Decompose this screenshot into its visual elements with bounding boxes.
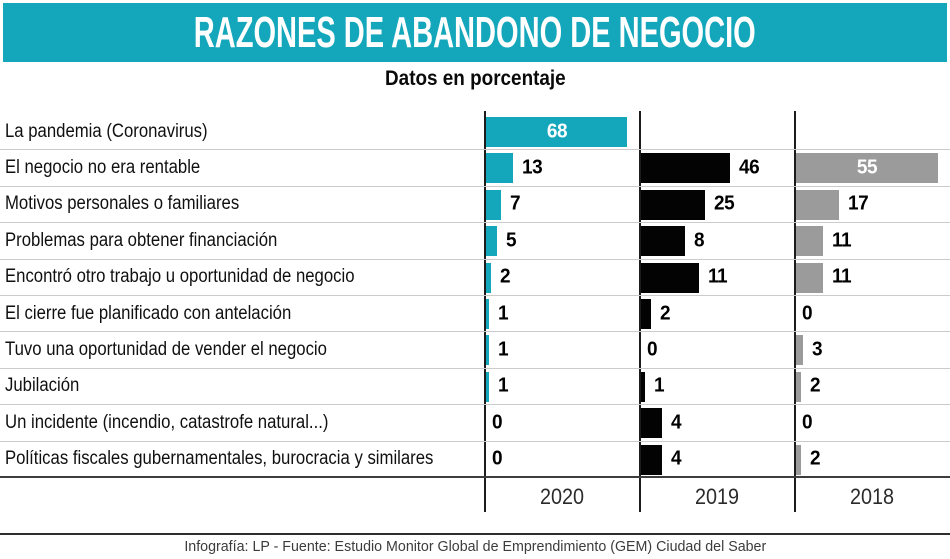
value-label-2018: 2 bbox=[810, 447, 821, 470]
value-label-2020: 5 bbox=[506, 229, 517, 252]
category-label: El cierre fue planificado con antelación bbox=[5, 303, 330, 325]
chart-row: La pandemia (Coronavirus) 68 bbox=[0, 114, 950, 151]
value-label-2020: 68 bbox=[546, 120, 567, 143]
value-label-2020: 0 bbox=[492, 447, 503, 470]
bar-2020 bbox=[486, 226, 497, 257]
axis-line-2018 bbox=[794, 111, 796, 512]
chart-row: Encontró otro trabajo u oportunidad de n… bbox=[0, 260, 950, 296]
value-label-2020: 1 bbox=[498, 302, 509, 325]
bar-2018 bbox=[796, 262, 823, 293]
category-label: Jubilación bbox=[5, 375, 90, 397]
bar-2020 bbox=[486, 335, 489, 366]
axis-line-2019 bbox=[639, 111, 641, 512]
value-label-2020: 1 bbox=[498, 374, 509, 397]
value-label-2019: 11 bbox=[708, 265, 728, 288]
chart-row: Políticas fiscales gubernamentales, buro… bbox=[0, 442, 950, 478]
category-label-text: El negocio no era rentable bbox=[5, 157, 201, 179]
bar-2020 bbox=[486, 117, 627, 147]
category-label: Un incidente (incendio, catastrofe natur… bbox=[5, 412, 373, 434]
category-label: La pandemia (Coronavirus) bbox=[5, 121, 235, 143]
bar-2020 bbox=[486, 153, 513, 184]
year-label-2018: 2018 bbox=[849, 484, 895, 509]
category-label: El negocio no era rentable bbox=[5, 157, 227, 179]
bar-2019 bbox=[641, 444, 662, 475]
value-label-2019: 4 bbox=[671, 411, 682, 434]
bar-2020 bbox=[486, 189, 501, 220]
bar-2019 bbox=[641, 298, 651, 329]
bar-2019 bbox=[641, 226, 685, 257]
value-label-2019: 8 bbox=[694, 229, 705, 252]
bar-chart: La pandemia (Coronavirus) 68 El negocio no… bbox=[0, 111, 950, 512]
bar-2019 bbox=[641, 189, 705, 220]
category-label: Motivos personales o familiares bbox=[5, 193, 271, 215]
footer: Infografía: LP - Fuente: Estudio Monitor… bbox=[0, 538, 950, 556]
bar-2020 bbox=[486, 262, 491, 293]
value-label-2019: 2 bbox=[660, 302, 671, 325]
footer-divider bbox=[0, 533, 950, 535]
chart-row: Un incidente (incendio, catastrofe natur… bbox=[0, 405, 950, 442]
category-label-text: Problemas para obtener financiación bbox=[5, 229, 278, 251]
category-label-text: La pandemia (Coronavirus) bbox=[5, 120, 208, 142]
bar-2019 bbox=[641, 371, 645, 402]
bar-2019 bbox=[641, 153, 730, 184]
bar-2018 bbox=[796, 153, 938, 184]
header-bar: RAZONES DE ABANDONO DE NEGOCIO bbox=[3, 3, 947, 62]
bar-2018 bbox=[796, 444, 801, 475]
bar-2019 bbox=[641, 262, 699, 293]
bar-2020 bbox=[486, 298, 489, 329]
category-label-text: Políticas fiscales gubernamentales, buro… bbox=[5, 447, 434, 469]
year-label-2019: 2019 bbox=[694, 484, 739, 509]
value-label-2020: 7 bbox=[510, 192, 521, 215]
value-label-2018: 55 bbox=[856, 156, 878, 179]
value-label-2019: 4 bbox=[671, 447, 682, 470]
value-label-2020: 1 bbox=[498, 338, 509, 361]
value-label-2020: 13 bbox=[522, 156, 543, 179]
value-label-2018: 0 bbox=[802, 411, 813, 434]
bar-2018 bbox=[796, 226, 823, 257]
value-label-2018: 2 bbox=[810, 374, 821, 397]
category-label: Problemas para obtener financiación bbox=[5, 230, 314, 252]
chart-row: Tuvo una oportunidad de vender el negoci… bbox=[0, 332, 950, 369]
value-label-2018: 11 bbox=[832, 265, 852, 288]
source-credit: Infografía: LP - Fuente: Estudio Monitor… bbox=[184, 538, 766, 555]
category-label-text: Encontró otro trabajo u oportunidad de n… bbox=[5, 266, 355, 288]
chart-row: El cierre fue planificado con antelación… bbox=[0, 296, 950, 333]
chart-rows: La pandemia (Coronavirus) 68 El negocio no… bbox=[0, 114, 950, 478]
value-label-2020: 2 bbox=[500, 265, 511, 288]
chart-row: El negocio no era rentable 13 46 55 bbox=[0, 150, 950, 187]
category-label-text: Jubilación bbox=[5, 375, 80, 397]
value-label-2019: 1 bbox=[654, 374, 665, 397]
chart-row: Problemas para obtener financiación 5 8 11 bbox=[0, 223, 950, 260]
bar-2020 bbox=[486, 371, 489, 402]
page-title: RAZONES DE ABANDONO DE NEGOCIO bbox=[193, 7, 757, 57]
category-label: Encontró otro trabajo u oportunidad de n… bbox=[5, 266, 402, 288]
value-label-2018: 17 bbox=[848, 192, 869, 215]
category-label-text: Un incidente (incendio, catastrofe natur… bbox=[5, 411, 329, 433]
value-label-2018: 3 bbox=[812, 338, 823, 361]
category-label-text: Motivos personales o familiares bbox=[5, 193, 240, 215]
chart-row: Motivos personales o familiares 7 25 17 bbox=[0, 187, 950, 224]
category-label-text: Tuvo una oportunidad de vender el negoci… bbox=[5, 339, 327, 361]
value-label-2018: 0 bbox=[802, 302, 813, 325]
bar-2018 bbox=[796, 371, 801, 402]
bar-2019 bbox=[641, 408, 662, 439]
category-label: Tuvo una oportunidad de vender el negoci… bbox=[5, 339, 371, 361]
year-label-2020: 2020 bbox=[539, 484, 584, 509]
subtitle-row: Datos en porcentaje bbox=[0, 67, 950, 91]
bar-2018 bbox=[796, 335, 803, 366]
chart-row: Jubilación 1 1 2 bbox=[0, 369, 950, 406]
axis-line-2020 bbox=[484, 111, 486, 512]
value-label-2019: 25 bbox=[714, 192, 735, 215]
value-label-2018: 11 bbox=[832, 229, 852, 252]
value-label-2019: 0 bbox=[647, 338, 658, 361]
value-label-2019: 46 bbox=[739, 156, 760, 179]
category-label: Políticas fiscales gubernamentales, buro… bbox=[5, 448, 492, 470]
category-label-text: El cierre fue planificado con antelación bbox=[5, 302, 292, 324]
value-label-2020: 0 bbox=[492, 411, 503, 434]
bar-2018 bbox=[796, 189, 839, 220]
chart-subtitle: Datos en porcentaje bbox=[384, 67, 566, 90]
